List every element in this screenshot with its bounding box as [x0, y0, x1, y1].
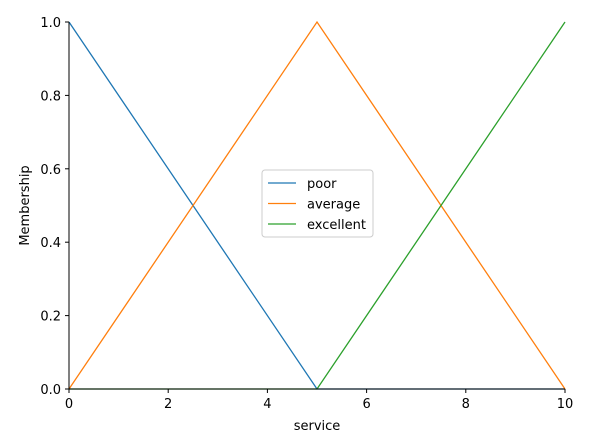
legend-label-poor: poor: [307, 177, 337, 192]
legend: poor average excellent: [261, 169, 374, 238]
y-tick-label: 1.0: [40, 16, 61, 31]
axes: [68, 22, 565, 390]
legend-label-excellent: excellent: [307, 218, 366, 233]
ticks: 0 2 4 6 8 10 0.0 0.2 0.4 0.6 0.8 1.0: [40, 16, 573, 412]
y-axis-title: Membership: [18, 165, 33, 245]
legend-label-average: average: [307, 198, 360, 213]
x-tick-label: 6: [362, 397, 370, 412]
y-tick-label: 0.4: [40, 236, 61, 251]
x-tick-label: 0: [65, 397, 73, 412]
y-tick-label: 0.8: [40, 89, 61, 104]
y-tick-label: 0.6: [40, 163, 61, 178]
x-tick-label: 10: [557, 397, 574, 412]
y-tick-label: 0.0: [40, 383, 61, 398]
x-tick-label: 4: [263, 397, 271, 412]
x-tick-label: 2: [164, 397, 172, 412]
series-line-average: [68, 20, 566, 390]
legend-box: [261, 169, 374, 238]
x-axis-title: service: [294, 419, 341, 434]
x-tick-label: 8: [462, 397, 470, 412]
y-tick-label: 0.2: [40, 310, 61, 325]
